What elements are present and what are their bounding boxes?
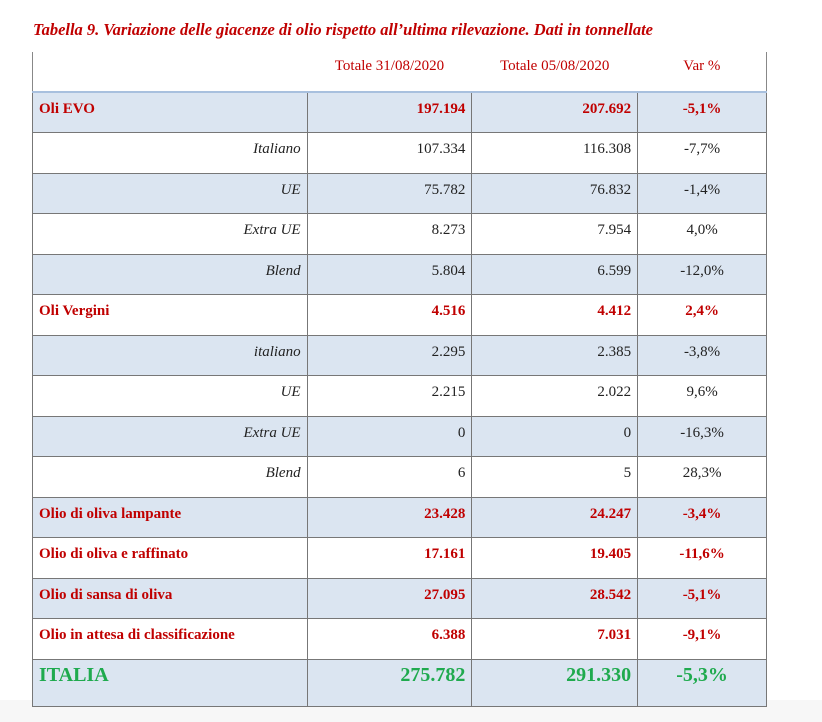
value-31-08: 275.782 xyxy=(306,658,473,707)
table-row: Blend 6 5 28,3% xyxy=(32,456,767,498)
row-label: Blend xyxy=(32,253,308,295)
value-31-08: 23.428 xyxy=(306,496,473,538)
value-31-08: 2.215 xyxy=(306,375,473,417)
table-row: Olio di oliva lampante 23.428 24.247 -3,4% xyxy=(32,496,767,538)
var-percent: 9,6% xyxy=(637,375,767,417)
value-31-08: 6 xyxy=(306,456,473,498)
value-31-08: 17.161 xyxy=(306,537,473,579)
row-label: UE xyxy=(32,172,308,214)
row-label: ITALIA xyxy=(32,658,308,707)
var-percent: -3,8% xyxy=(637,334,767,376)
value-31-08: 27.095 xyxy=(306,577,473,619)
var-percent: 2,4% xyxy=(637,294,767,336)
header-label xyxy=(33,52,308,92)
row-label: Oli EVO xyxy=(32,91,308,133)
value-31-08: 4.516 xyxy=(306,294,473,336)
row-label: Blend xyxy=(32,456,308,498)
header-var: Var % xyxy=(683,58,721,74)
row-label: Extra UE xyxy=(32,415,308,457)
table-row: Oli EVO 197.194 207.692 -5,1% xyxy=(32,91,767,133)
var-percent: -5,3% xyxy=(637,658,767,707)
var-percent: 4,0% xyxy=(637,213,767,255)
value-31-08: 75.782 xyxy=(306,172,473,214)
value-05-08: 7.954 xyxy=(471,213,639,255)
value-05-08: 291.330 xyxy=(471,658,639,707)
value-05-08: 0 xyxy=(471,415,639,457)
table-row: Olio di sansa di oliva 27.095 28.542 -5,1% xyxy=(32,577,767,619)
table-row: UE 75.782 76.832 -1,4% xyxy=(32,172,767,214)
table-row: Blend 5.804 6.599 -12,0% xyxy=(32,253,767,295)
var-percent: -7,7% xyxy=(637,132,767,174)
value-05-08: 7.031 xyxy=(471,618,639,660)
var-percent: -11,6% xyxy=(637,537,767,579)
var-percent: -9,1% xyxy=(637,618,767,660)
value-05-08: 4.412 xyxy=(471,294,639,336)
value-31-08: 197.194 xyxy=(306,91,473,133)
table-caption: Tabella 9. Variazione delle giacenze di … xyxy=(33,20,653,39)
value-31-08: 0 xyxy=(306,415,473,457)
value-05-08: 28.542 xyxy=(471,577,639,619)
value-05-08: 19.405 xyxy=(471,537,639,579)
row-label: Olio di oliva lampante xyxy=(32,496,308,538)
var-percent: -12,0% xyxy=(637,253,767,295)
row-label: Olio di sansa di oliva xyxy=(32,577,308,619)
var-percent: 28,3% xyxy=(637,456,767,498)
var-percent: -1,4% xyxy=(637,172,767,214)
value-05-08: 24.247 xyxy=(471,496,639,538)
value-05-08: 76.832 xyxy=(471,172,639,214)
value-31-08: 5.804 xyxy=(306,253,473,295)
row-label: Olio in attesa di classificazione xyxy=(32,618,308,660)
table-row: Olio di oliva e raffinato 17.161 19.405 -11… xyxy=(32,537,767,579)
var-percent: -16,3% xyxy=(637,415,767,457)
value-05-08: 207.692 xyxy=(471,91,639,133)
value-05-08: 116.308 xyxy=(471,132,639,174)
table-row: Extra UE 8.273 7.954 4,0% xyxy=(32,213,767,255)
row-label: Extra UE xyxy=(32,213,308,255)
var-percent: -5,1% xyxy=(637,91,767,133)
stock-variation-table: Totale 31/08/2020 Totale 05/08/2020 Var … xyxy=(32,52,767,707)
table-row: Extra UE 0 0 -16,3% xyxy=(32,415,767,457)
table-row: Olio in attesa di classificazione 6.388 7.… xyxy=(32,618,767,660)
table-row: Oli Vergini 4.516 4.412 2,4% xyxy=(32,294,767,336)
row-label: UE xyxy=(32,375,308,417)
table-row: ITALIA 275.782 291.330 -5,3% xyxy=(32,658,767,707)
table-row: italiano 2.295 2.385 -3,8% xyxy=(32,334,767,376)
table-row: UE 2.215 2.022 9,6% xyxy=(32,375,767,417)
value-05-08: 2.022 xyxy=(471,375,639,417)
var-percent: -3,4% xyxy=(637,496,767,538)
value-05-08: 2.385 xyxy=(471,334,639,376)
value-31-08: 107.334 xyxy=(306,132,473,174)
header-row: Totale 31/08/2020 Totale 05/08/2020 Var … xyxy=(32,52,767,92)
row-label: Olio di oliva e raffinato xyxy=(32,537,308,579)
value-31-08: 8.273 xyxy=(306,213,473,255)
header-total-31-08: Totale 31/08/2020 xyxy=(334,58,445,74)
value-05-08: 6.599 xyxy=(471,253,639,295)
value-05-08: 5 xyxy=(471,456,639,498)
row-label: italiano xyxy=(32,334,308,376)
value-31-08: 6.388 xyxy=(306,618,473,660)
value-31-08: 2.295 xyxy=(306,334,473,376)
row-label: Italiano xyxy=(32,132,308,174)
var-percent: -5,1% xyxy=(637,577,767,619)
header-total-05-08: Totale 05/08/2020 xyxy=(500,58,610,74)
row-label: Oli Vergini xyxy=(32,294,308,336)
table-row: Italiano 107.334 116.308 -7,7% xyxy=(32,132,767,174)
